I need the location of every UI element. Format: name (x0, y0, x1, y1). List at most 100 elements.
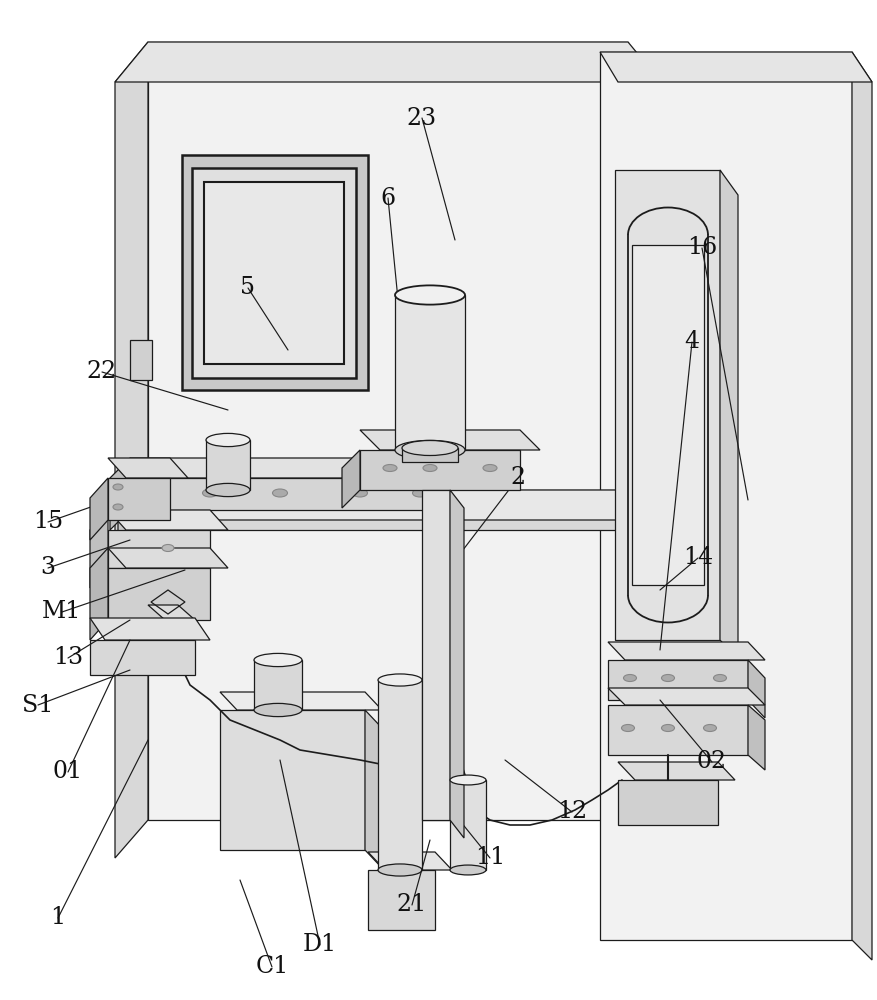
Polygon shape (607, 688, 764, 705)
Polygon shape (607, 705, 747, 755)
Text: 13: 13 (53, 646, 83, 670)
Polygon shape (108, 458, 188, 478)
Ellipse shape (272, 489, 287, 497)
Polygon shape (367, 870, 434, 930)
Polygon shape (90, 640, 195, 675)
Ellipse shape (660, 724, 674, 731)
Ellipse shape (378, 674, 422, 686)
Polygon shape (253, 660, 302, 710)
Polygon shape (110, 458, 130, 530)
Text: 02: 02 (696, 750, 726, 774)
Ellipse shape (702, 724, 716, 731)
Polygon shape (118, 490, 148, 560)
Text: 21: 21 (396, 893, 426, 916)
Polygon shape (402, 448, 458, 462)
Ellipse shape (378, 864, 422, 876)
Polygon shape (192, 168, 355, 378)
Polygon shape (90, 510, 108, 588)
Polygon shape (148, 490, 649, 530)
Polygon shape (206, 440, 250, 490)
Polygon shape (719, 170, 738, 660)
Polygon shape (607, 642, 764, 660)
Polygon shape (617, 780, 717, 825)
Polygon shape (130, 340, 152, 380)
Ellipse shape (253, 703, 302, 717)
Polygon shape (220, 710, 365, 850)
Polygon shape (148, 620, 178, 640)
Polygon shape (378, 680, 422, 870)
Ellipse shape (203, 489, 217, 497)
Polygon shape (130, 478, 439, 510)
Ellipse shape (412, 489, 427, 497)
Ellipse shape (162, 544, 174, 552)
Ellipse shape (382, 464, 396, 472)
Polygon shape (747, 660, 764, 718)
Text: 23: 23 (406, 107, 437, 130)
Polygon shape (851, 52, 871, 960)
Ellipse shape (153, 489, 168, 497)
Text: 01: 01 (53, 760, 83, 784)
Text: 6: 6 (380, 187, 396, 210)
Ellipse shape (113, 484, 123, 490)
Text: 12: 12 (556, 800, 587, 823)
Polygon shape (108, 510, 228, 530)
Polygon shape (450, 780, 486, 870)
Ellipse shape (395, 285, 465, 305)
Polygon shape (148, 42, 627, 820)
Polygon shape (148, 605, 195, 620)
Ellipse shape (450, 865, 486, 875)
Ellipse shape (660, 674, 674, 682)
Polygon shape (747, 705, 764, 770)
Text: 22: 22 (87, 360, 117, 383)
Polygon shape (90, 478, 108, 540)
Polygon shape (108, 548, 228, 568)
Polygon shape (599, 52, 851, 940)
Ellipse shape (713, 674, 725, 682)
Ellipse shape (623, 674, 636, 682)
Text: 5: 5 (240, 276, 255, 300)
Polygon shape (220, 692, 381, 710)
Text: M1: M1 (42, 600, 82, 624)
Text: 1: 1 (50, 906, 66, 929)
Polygon shape (599, 52, 871, 82)
Ellipse shape (206, 433, 250, 447)
Polygon shape (617, 762, 734, 780)
Polygon shape (182, 155, 367, 390)
Ellipse shape (206, 483, 250, 497)
Ellipse shape (450, 775, 486, 785)
Ellipse shape (621, 724, 634, 731)
Polygon shape (108, 568, 210, 620)
Polygon shape (90, 548, 108, 640)
Polygon shape (607, 660, 747, 700)
Polygon shape (367, 852, 452, 870)
Polygon shape (115, 42, 660, 82)
Polygon shape (108, 530, 210, 568)
Polygon shape (614, 170, 719, 640)
Ellipse shape (423, 464, 437, 472)
Text: 3: 3 (40, 556, 55, 580)
Text: 11: 11 (474, 846, 504, 869)
Polygon shape (365, 710, 381, 868)
Text: S1: S1 (22, 694, 53, 716)
Ellipse shape (482, 464, 496, 472)
Polygon shape (360, 450, 519, 490)
Ellipse shape (253, 653, 302, 667)
Text: 16: 16 (686, 236, 717, 259)
Ellipse shape (352, 489, 367, 497)
Text: C1: C1 (255, 955, 289, 978)
Text: 15: 15 (33, 510, 63, 534)
Text: 14: 14 (682, 546, 712, 570)
Polygon shape (360, 430, 539, 450)
Ellipse shape (402, 440, 458, 456)
Ellipse shape (113, 504, 123, 510)
Text: 2: 2 (510, 466, 525, 489)
Text: 4: 4 (684, 330, 699, 354)
Polygon shape (422, 490, 450, 820)
Ellipse shape (395, 440, 465, 460)
Polygon shape (203, 182, 344, 364)
Polygon shape (148, 490, 660, 520)
Polygon shape (130, 458, 460, 478)
Polygon shape (342, 450, 360, 508)
Polygon shape (395, 295, 465, 450)
Polygon shape (631, 245, 703, 585)
